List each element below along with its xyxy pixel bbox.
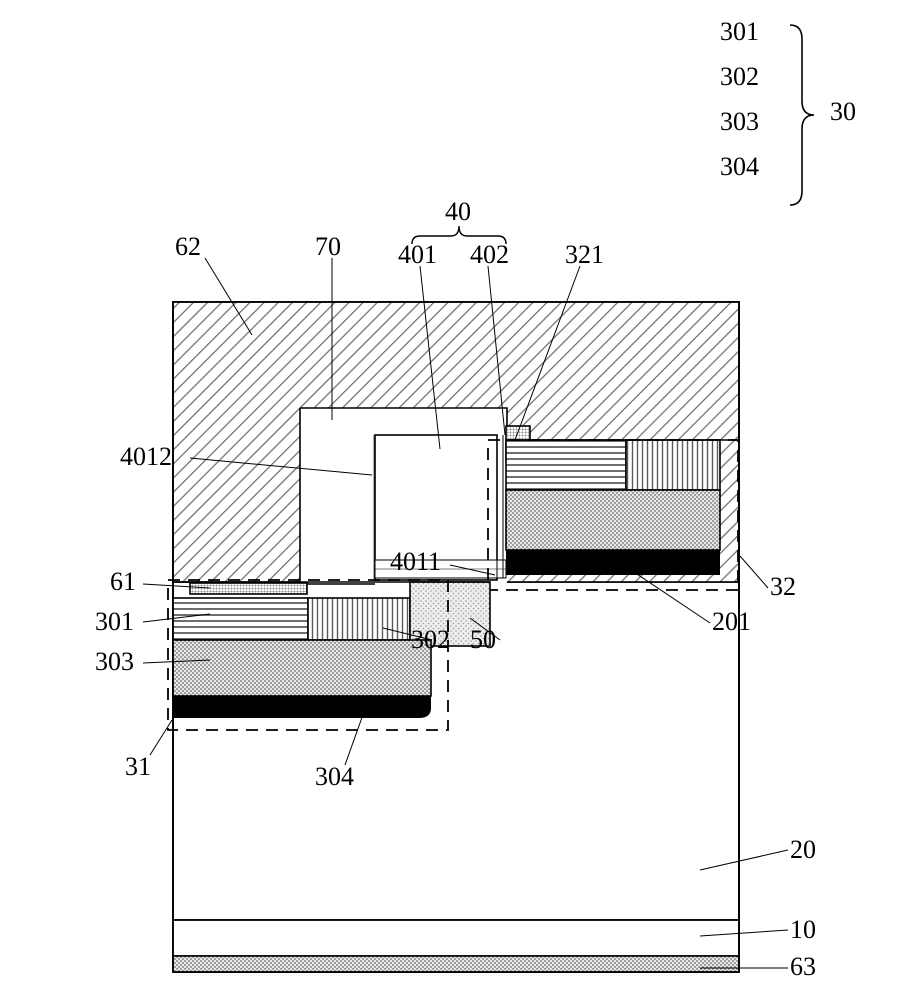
label-70: 70 (315, 232, 341, 261)
label-50: 50 (470, 625, 496, 654)
legend-item-302: 302 (720, 62, 759, 91)
label-304: 304 (315, 762, 354, 791)
label-63: 63 (790, 952, 816, 981)
legend-item-301: 301 (720, 17, 759, 46)
label-402: 402 (470, 240, 509, 269)
label-401: 401 (398, 240, 437, 269)
label-301: 301 (95, 607, 134, 636)
label-61: 61 (110, 567, 136, 596)
label-4012: 4012 (120, 442, 172, 471)
label-20: 20 (790, 835, 816, 864)
label-303: 303 (95, 647, 134, 676)
label-40: 40 (445, 197, 471, 226)
label-4011: 4011 (390, 547, 441, 576)
label-31: 31 (125, 752, 151, 781)
legend-group-label: 30 (830, 97, 856, 126)
label-321: 321 (565, 240, 604, 269)
legend-item-303: 303 (720, 107, 759, 136)
label-32: 32 (770, 572, 796, 601)
label-62: 62 (175, 232, 201, 261)
label-10: 10 (790, 915, 816, 944)
legend-item-304: 304 (720, 152, 759, 181)
label-201: 201 (712, 607, 751, 636)
